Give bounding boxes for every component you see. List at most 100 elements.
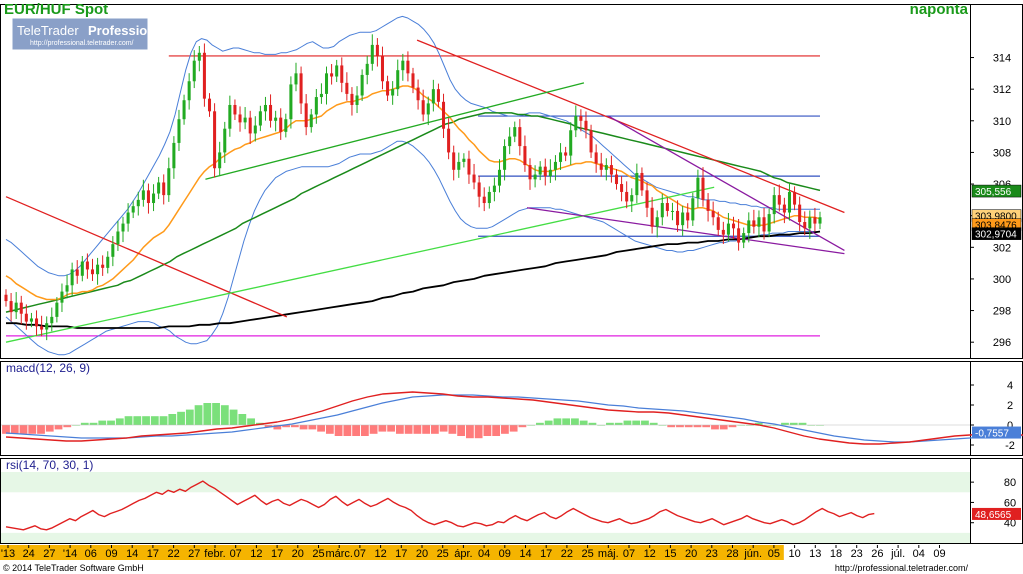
date-label: 17 [540, 548, 552, 560]
macd-histogram-bar [439, 425, 448, 432]
candle-body [335, 65, 339, 77]
macd-histogram-bar [684, 425, 693, 428]
period-label: naponta [910, 1, 969, 18]
rsi-tick-label: 40 [1004, 518, 1016, 530]
candle-body [75, 269, 79, 276]
macd-histogram-bar [107, 420, 115, 425]
candle-body [263, 104, 267, 112]
candle-body [60, 291, 64, 303]
macd-label: macd(12, 26, 9) [6, 361, 90, 375]
date-label: 27 [43, 548, 55, 560]
macd-histogram-bar [150, 416, 159, 425]
rsi-label: rsi(14, 70, 30, 1) [6, 458, 93, 472]
date-label: 17 [147, 548, 159, 560]
date-label: júl. [890, 548, 905, 560]
candle-body [253, 125, 257, 134]
macd-histogram-bar [282, 425, 290, 428]
macd-histogram-bar [781, 422, 789, 425]
red-downtrend-early [5, 196, 288, 318]
macd-line [5, 391, 1023, 445]
macd-histogram-bar [789, 422, 798, 425]
date-label: 12 [250, 548, 262, 560]
date-range-highlight [0, 545, 784, 560]
date-label: 20 [685, 548, 697, 560]
date-label: '13 [1, 548, 15, 560]
candle-body [380, 55, 384, 82]
candle-body [223, 128, 227, 153]
candle-body [599, 163, 603, 170]
macd-histogram-bar [317, 425, 325, 432]
macd-value-label: -0,7557 [975, 429, 1009, 440]
macd-histogram-bar [754, 422, 763, 425]
candle-body [803, 222, 807, 229]
candle-body [787, 191, 791, 213]
candle-body [793, 191, 797, 205]
candle-body [416, 87, 420, 101]
candle-body [436, 89, 440, 102]
candle-body [233, 104, 237, 115]
candle-body [655, 217, 659, 227]
candle-body [696, 177, 700, 199]
macd-histogram-bar [203, 403, 212, 425]
candle-body [197, 52, 201, 61]
date-label: 07 [354, 548, 366, 560]
candle-body [294, 73, 298, 85]
date-label: 20 [292, 548, 304, 560]
candle-body [386, 81, 390, 96]
candle-body [635, 172, 639, 196]
macd-histogram-bar [430, 425, 439, 434]
candle-body [757, 217, 761, 227]
price-panel [4, 15, 845, 356]
macd-histogram-bar [185, 409, 194, 425]
candle-body [533, 174, 537, 180]
candle-body [309, 114, 313, 128]
candle-body [207, 98, 212, 112]
macd-histogram-bar [667, 425, 676, 428]
candle-body [121, 223, 125, 232]
panel-frame [0, 4, 1023, 359]
macd-histogram-bar [719, 425, 728, 430]
macd-histogram-bar [518, 425, 527, 428]
candle-body [726, 223, 730, 235]
candle-body [146, 190, 150, 204]
date-label: febr. [204, 548, 225, 560]
candle-body [589, 130, 593, 153]
sma-green-line [5, 112, 821, 313]
candle-body [85, 261, 89, 270]
candle-body [350, 93, 354, 105]
rsi-value-tag [972, 507, 1021, 520]
macd-tick-label: -2 [1005, 440, 1015, 452]
date-label: 12 [374, 548, 386, 560]
candle-body [65, 285, 69, 292]
date-label: 09 [499, 548, 511, 560]
macd-histogram-bar [360, 425, 369, 436]
macd-histogram-bar [28, 425, 37, 434]
candle-body [538, 166, 542, 175]
date-label: 26 [871, 548, 883, 560]
macd-histogram-bar [553, 418, 562, 425]
macd-histogram-bar [334, 425, 343, 436]
candle-body [299, 73, 303, 104]
macd-histogram-bar [308, 425, 317, 430]
candle-body [665, 203, 669, 211]
candle-body [767, 214, 771, 232]
date-label: 25 [437, 548, 449, 560]
candle-body [136, 199, 140, 207]
price-tick-label: 308 [993, 147, 1011, 159]
macd-histogram-bar [98, 420, 107, 425]
candle-body [777, 195, 781, 205]
price-tick-label: 302 [993, 242, 1011, 254]
candle-body [111, 244, 115, 257]
candle-body [279, 117, 283, 132]
macd-histogram-bar [352, 425, 361, 436]
date-label: 05 [768, 548, 780, 560]
candle-body [126, 212, 130, 224]
candle-body [691, 198, 695, 221]
candle-body [528, 165, 532, 180]
candle-body [406, 60, 410, 74]
candle-body [157, 182, 161, 194]
macd-histogram-bar [571, 418, 579, 425]
candle-body [370, 44, 374, 64]
candle-body [818, 217, 822, 224]
macd-histogram-bar [168, 414, 177, 425]
